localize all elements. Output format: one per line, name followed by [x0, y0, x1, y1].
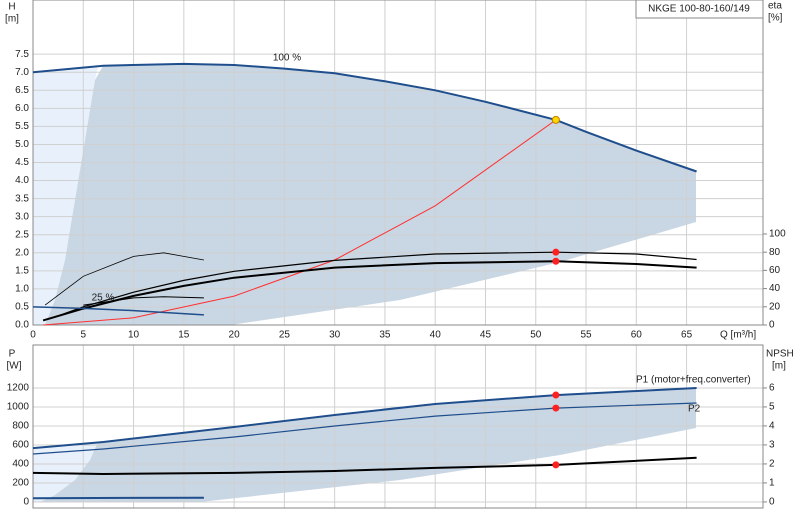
x-tick-label: 65 — [681, 330, 693, 341]
curve — [44, 252, 204, 306]
duty-point — [552, 461, 560, 469]
duty-point — [552, 248, 560, 256]
chart-title: NKGE 100-80-160/149 — [648, 4, 750, 15]
plot-frame — [32, 0, 764, 326]
y-axis-unit: [W] — [7, 361, 22, 372]
y-axis-label: H — [8, 2, 15, 13]
x-tick-label: 40 — [430, 330, 442, 341]
annotation: P2 — [688, 404, 701, 415]
annotation: 25 % — [92, 293, 115, 304]
y-tick-label: 6.0 — [15, 103, 29, 114]
x-tick-label: 35 — [379, 330, 391, 341]
y-tick-label: 4.5 — [15, 157, 29, 168]
x-tick-label: 25 — [279, 330, 291, 341]
low-flow-zone — [33, 442, 98, 502]
duty-point — [552, 404, 560, 412]
curve — [52, 251, 697, 319]
y2-tick-label: 1 — [769, 478, 775, 489]
y-tick-label: 3.0 — [15, 211, 29, 222]
y2-axis-label: NPSH — [766, 349, 794, 360]
title-box — [635, 0, 764, 19]
duty-point — [552, 391, 560, 399]
y2-tick-label: 20 — [769, 301, 781, 312]
x-tick-label: 45 — [480, 330, 492, 341]
y-tick-label: 0 — [23, 497, 29, 508]
y-tick-label: 600 — [12, 440, 29, 451]
y-tick-label: 200 — [12, 478, 29, 489]
annotation: 100 % — [273, 53, 301, 64]
y2-tick-label: 6 — [769, 383, 775, 394]
x-axis-label: Q [m³/h] — [720, 330, 756, 341]
y-tick-label: 800 — [12, 421, 29, 432]
y2-tick-label: 5 — [769, 402, 775, 413]
y-tick-label: 7.0 — [15, 67, 29, 78]
curve — [43, 119, 557, 326]
x-tick-label: 10 — [128, 330, 140, 341]
y2-tick-label: 0 — [769, 320, 775, 331]
y-tick-label: 0.5 — [15, 302, 29, 313]
curve — [32, 62, 697, 173]
y2-tick-label: 100 — [769, 229, 786, 240]
y-axis-label: P — [9, 349, 16, 360]
low-flow-zone — [33, 66, 98, 325]
y-tick-label: 4.0 — [15, 175, 29, 186]
y-tick-label: 400 — [12, 459, 29, 470]
x-tick-label: 55 — [580, 330, 592, 341]
y-tick-label: 2.0 — [15, 247, 29, 258]
x-tick-label: 20 — [229, 330, 241, 341]
duty-point — [551, 115, 560, 124]
curve — [32, 306, 204, 316]
y-tick-label: 0.0 — [15, 320, 29, 331]
y2-tick-label: 4 — [769, 421, 775, 432]
curve — [42, 260, 697, 322]
annotation: P1 (motor+freq.converter) — [636, 375, 751, 386]
plot-frame — [32, 344, 764, 509]
y-tick-label: 1.0 — [15, 284, 29, 295]
y2-tick-label: 60 — [769, 265, 781, 276]
x-tick-label: 60 — [631, 330, 643, 341]
y2-tick-label: 2 — [769, 459, 775, 470]
operating-range — [45, 64, 696, 325]
y2-tick-label: 0 — [769, 497, 775, 508]
y-tick-label: 3.5 — [15, 193, 29, 204]
x-tick-label: 15 — [178, 330, 190, 341]
y-tick-label: 1000 — [7, 402, 30, 413]
y2-tick-label: 80 — [769, 247, 781, 258]
x-tick-label: 30 — [329, 330, 341, 341]
x-tick-label: 5 — [80, 330, 86, 341]
x-tick-label: 50 — [530, 330, 542, 341]
y2-axis-label: eta — [768, 1, 782, 12]
y-tick-label: 5.5 — [15, 121, 29, 132]
y-tick-label: 5.0 — [15, 139, 29, 150]
y2-tick-label: 40 — [769, 283, 781, 294]
x-tick-label: 0 — [30, 330, 36, 341]
y-tick-label: 1200 — [7, 383, 30, 394]
y2-tick-label: 3 — [769, 440, 775, 451]
y2-axis-unit: [%] — [768, 13, 783, 24]
y2-axis-unit: [m] — [772, 361, 786, 372]
curve — [32, 496, 204, 500]
y-tick-label: 6.5 — [15, 85, 29, 96]
duty-point — [552, 257, 560, 265]
y-tick-label: 7.5 — [15, 49, 29, 60]
curve — [83, 296, 204, 306]
y-axis-unit: [m] — [5, 14, 19, 25]
y-tick-label: 1.5 — [15, 265, 29, 276]
y-tick-label: 2.5 — [15, 229, 29, 240]
